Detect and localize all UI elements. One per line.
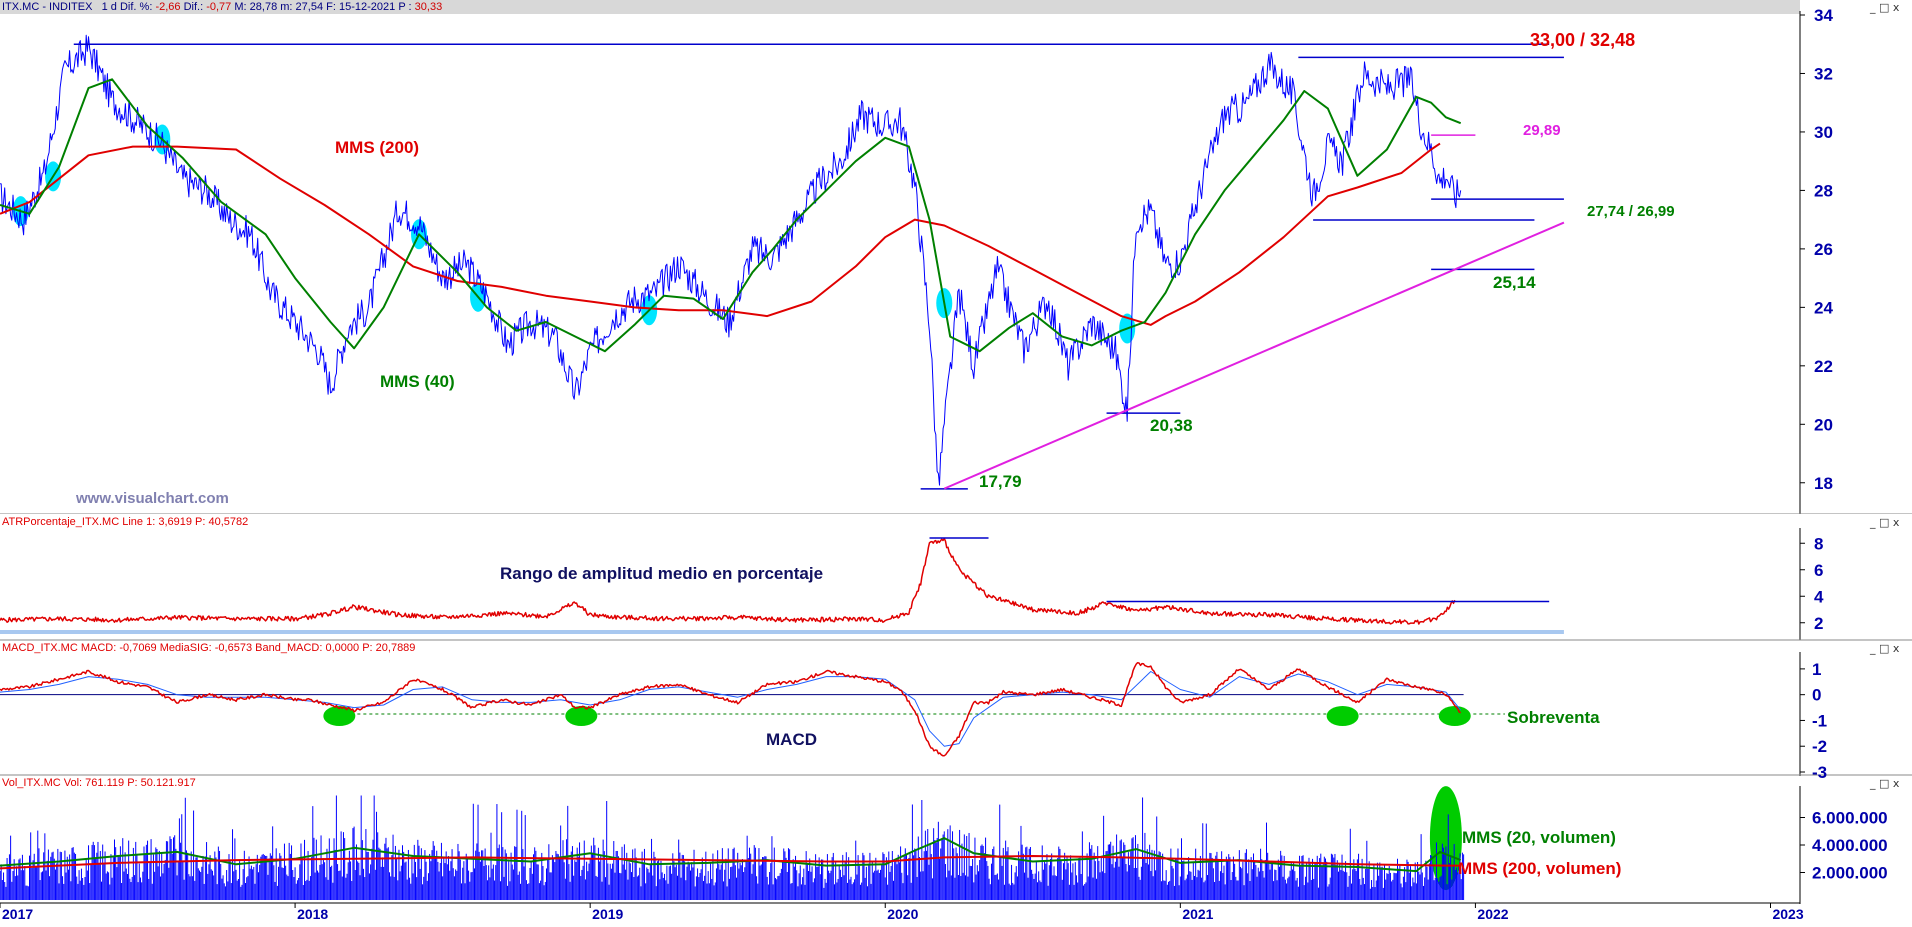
atr-y-tick-label: 2 [1814,614,1823,633]
diff-value: -0,77 [206,1,232,13]
resistance-label: 33,00 / 32,48 [1530,30,1635,50]
mms40-series-line [0,78,1462,353]
macd-y-tick-label: 1 [1812,660,1821,679]
level-1779-label: 17,79 [979,472,1022,491]
macd-annotation: MACD [766,730,817,749]
mms40-label: MMS (40) [380,372,455,391]
macd-y-tick-label: 0 [1812,686,1821,705]
macd-name: MACD_ITX.MC [2,642,78,654]
volume-mms200-line [0,855,1461,870]
macd-value: -0,7069 [119,642,157,654]
atr-series-line [0,537,1456,625]
volume-p-value: 50.121.917 [140,777,196,789]
price-series-line [0,34,1462,486]
oversold-mark [1438,706,1471,726]
date-label: F: [326,1,336,13]
level-2038-label: 20,38 [1150,416,1193,435]
price-y-tick-label: 22 [1814,357,1833,376]
atr-name: ATRPorcentaje_ITX.MC [2,516,120,528]
date-value: 15-12-2021 [338,1,396,13]
high-label: M: [234,1,247,13]
band-value: 0,0000 [325,642,360,654]
atr-p-value: 40,5782 [208,516,249,528]
atr-header-bar [0,514,1912,528]
band-label: Band_MACD: [255,642,323,654]
watermark: www.visualchart.com [75,490,229,507]
oversold-mark [1326,706,1359,726]
price-y-tick-label: 28 [1814,181,1833,200]
atr-line-value: 3,6919 [158,516,192,528]
atr-annotation: Rango de amplitud medio en porcentaje [500,564,823,583]
volume-mms20-label: MMS (20, volumen) [1462,828,1616,847]
mms200-label: MMS (200) [335,138,419,157]
diff-label: Dif.: [183,1,204,13]
macd-p-value: 20,7889 [375,642,416,654]
atr-window-buttons[interactable]: _ □ x [1870,516,1900,529]
oversold-annotation: Sobreventa [1507,708,1600,727]
price-y-tick-label: 34 [1814,6,1833,25]
x-tick-label: 2017 [2,906,33,922]
volume-p-label: P: [127,777,138,789]
macd-y-tick-label: -1 [1812,711,1827,730]
volume-mms200-label: MMS (200, volumen) [1458,859,1621,878]
macd-y-tick-label: -3 [1812,763,1827,782]
macd-label: MACD: [80,642,117,654]
diff-pct-label: Dif. %: [119,1,153,13]
macd-window-buttons[interactable]: _ □ x [1870,642,1900,655]
atr-y-tick-label: 6 [1814,561,1823,580]
oversold-mark [565,706,598,726]
period-label: 1 d [101,1,117,13]
level-2989-label: 29,89 [1523,122,1561,139]
volume-y-tick-label: 2.000.000 [1812,864,1888,883]
signal-label: MediaSIG: [159,642,212,654]
trendline [943,221,1565,490]
price-panel-header: ITX.MC - INDITEX 1 d Dif. %: -2,66 Dif.:… [2,1,442,13]
x-tick-label: 2023 [1772,906,1803,922]
atr-panel-header: ATRPorcentaje_ITX.MC Line 1: 3,6919 P: 4… [2,516,248,528]
ticker-label: ITX.MC - INDITEX [2,1,93,13]
volume-name: Vol_ITX.MC [2,777,61,789]
volume-window-buttons[interactable]: _ □ x [1870,777,1900,790]
atr-p-label: P: [195,516,206,528]
price-y-tick-label: 24 [1814,298,1833,317]
volume-panel-header: Vol_ITX.MC Vol: 761.119 P: 50.121.917 [2,777,196,789]
volume-y-tick-label: 4.000.000 [1812,836,1888,855]
price-y-tick-label: 26 [1814,240,1833,259]
signal-value: -0,6573 [214,642,253,654]
mms200-series-line [0,142,1441,326]
oversold-mark [323,706,356,726]
volume-value: 761.119 [85,777,125,789]
price-y-tick-label: 18 [1814,474,1833,493]
atr-line-label: Line 1: [122,516,156,528]
x-tick-label: 2020 [887,906,918,922]
atr-y-tick-label: 8 [1814,534,1823,553]
level-2514-label: 25,14 [1493,273,1536,292]
x-tick-label: 2021 [1182,906,1213,922]
level-2774-label: 27,74 / 26,99 [1587,203,1675,220]
price-y-tick-label: 30 [1814,123,1833,142]
macd-y-tick-label: -2 [1812,737,1827,756]
low-value: 27,54 [295,1,324,13]
atr-y-tick-label: 4 [1814,587,1824,606]
macd-p-label: P: [362,642,373,654]
low-label: m: [280,1,293,13]
x-tick-label: 2019 [592,906,623,922]
x-tick-label: 2018 [297,906,328,922]
price-y-tick-label: 20 [1814,415,1833,434]
price-header-bar [0,0,1800,14]
volume-y-tick-label: 6.000.000 [1812,809,1888,828]
close-value: 30,33 [414,1,443,13]
close-label: P : [398,1,412,13]
macd-series-line [0,662,1462,757]
price-window-buttons[interactable]: _ □ x [1870,1,1900,14]
x-tick-label: 2022 [1477,906,1508,922]
macd-panel-header: MACD_ITX.MC MACD: -0,7069 MediaSIG: -0,6… [2,642,415,654]
volume-label: Vol: [63,777,83,789]
diff-pct-value: -2,66 [155,1,181,13]
price-y-tick-label: 32 [1814,64,1833,83]
high-value: 28,78 [249,1,278,13]
